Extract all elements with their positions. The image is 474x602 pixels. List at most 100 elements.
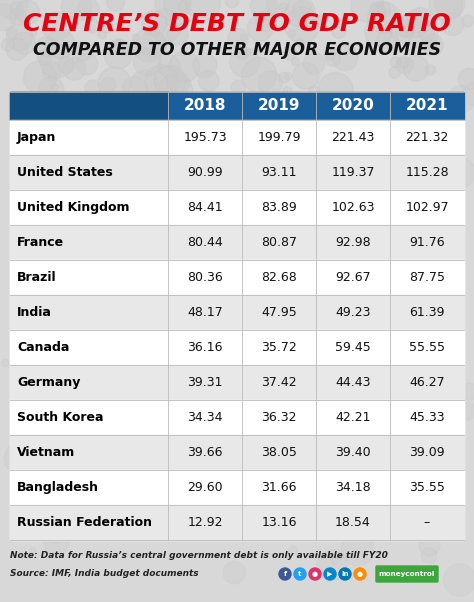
Circle shape [240,34,247,41]
Text: 195.73: 195.73 [183,131,227,144]
Bar [10,330,464,365]
Circle shape [210,14,222,26]
Circle shape [161,171,196,206]
Circle shape [148,168,155,175]
Circle shape [13,32,36,54]
Circle shape [375,2,391,17]
Circle shape [324,568,336,580]
Circle shape [63,14,71,22]
Text: 115.28: 115.28 [405,166,449,179]
Text: United States: United States [17,166,113,179]
Text: 102.97: 102.97 [405,201,449,214]
Circle shape [341,17,350,25]
Circle shape [384,10,391,16]
Text: Brazil: Brazil [17,271,56,284]
Text: 39.40: 39.40 [335,446,371,459]
Circle shape [40,44,74,78]
Circle shape [9,1,23,15]
Circle shape [1,359,9,367]
Text: 2019: 2019 [258,99,300,114]
Circle shape [9,8,26,25]
Bar [10,92,168,120]
Circle shape [162,440,194,473]
Circle shape [402,10,429,37]
Circle shape [245,49,251,56]
Circle shape [359,308,378,326]
Text: 38.05: 38.05 [261,446,297,459]
Circle shape [69,204,99,234]
Circle shape [0,4,16,31]
Bar [10,365,464,400]
Circle shape [174,264,194,284]
Bar [10,155,464,190]
Bar [10,92,464,540]
Text: Vietnam: Vietnam [17,446,75,459]
Text: Japan: Japan [17,131,56,144]
Circle shape [285,0,315,27]
Circle shape [215,383,229,397]
Circle shape [407,576,414,582]
Circle shape [289,237,308,257]
Circle shape [41,250,49,258]
Text: India: India [17,306,52,319]
Text: 34.18: 34.18 [335,481,371,494]
Circle shape [11,146,42,176]
Bar [10,435,464,470]
Text: f: f [283,571,287,577]
Circle shape [43,61,62,81]
Circle shape [324,49,336,60]
Circle shape [76,53,98,75]
Circle shape [441,13,464,36]
Bar [10,190,464,225]
Circle shape [37,51,51,65]
Circle shape [376,30,398,52]
Circle shape [142,245,170,273]
Circle shape [425,65,436,75]
Circle shape [419,26,435,42]
Circle shape [289,546,297,554]
Text: 39.66: 39.66 [187,446,223,459]
Circle shape [100,20,113,33]
Text: 80.87: 80.87 [261,236,297,249]
Circle shape [255,11,276,31]
Text: 46.27: 46.27 [409,376,445,389]
Circle shape [165,19,172,25]
Text: 61.39: 61.39 [409,306,445,319]
Circle shape [192,53,217,78]
Text: 59.45: 59.45 [335,341,371,354]
Text: 47.95: 47.95 [261,306,297,319]
Text: ▶: ▶ [328,571,333,577]
Text: 221.43: 221.43 [331,131,374,144]
Circle shape [154,66,186,98]
Circle shape [36,37,56,57]
Text: Note: Data for Russia’s central government debt is only available till FY20: Note: Data for Russia’s central governme… [10,551,388,560]
Circle shape [314,265,346,297]
Circle shape [107,0,125,11]
Text: 55.55: 55.55 [409,341,445,354]
Circle shape [131,70,158,96]
Circle shape [395,56,413,73]
Circle shape [149,9,182,42]
Circle shape [164,0,191,19]
Circle shape [421,548,437,563]
Text: CENTRE’S DEBT TO GDP RATIO: CENTRE’S DEBT TO GDP RATIO [23,12,451,36]
Circle shape [336,287,371,322]
Text: 82.68: 82.68 [261,271,297,284]
Bar [10,505,464,540]
Circle shape [365,19,392,46]
Circle shape [326,52,340,66]
Text: 35.55: 35.55 [409,481,445,494]
Text: 12.92: 12.92 [187,516,223,529]
Circle shape [371,195,380,203]
Circle shape [38,76,64,102]
Text: 92.98: 92.98 [335,236,371,249]
Circle shape [381,453,391,463]
Text: Bangladesh: Bangladesh [17,481,99,494]
Circle shape [435,0,465,18]
Text: South Korea: South Korea [17,411,103,424]
Text: –: – [424,516,430,529]
Circle shape [142,11,167,36]
Circle shape [390,57,402,68]
Text: 221.32: 221.32 [405,131,449,144]
Circle shape [444,157,474,188]
